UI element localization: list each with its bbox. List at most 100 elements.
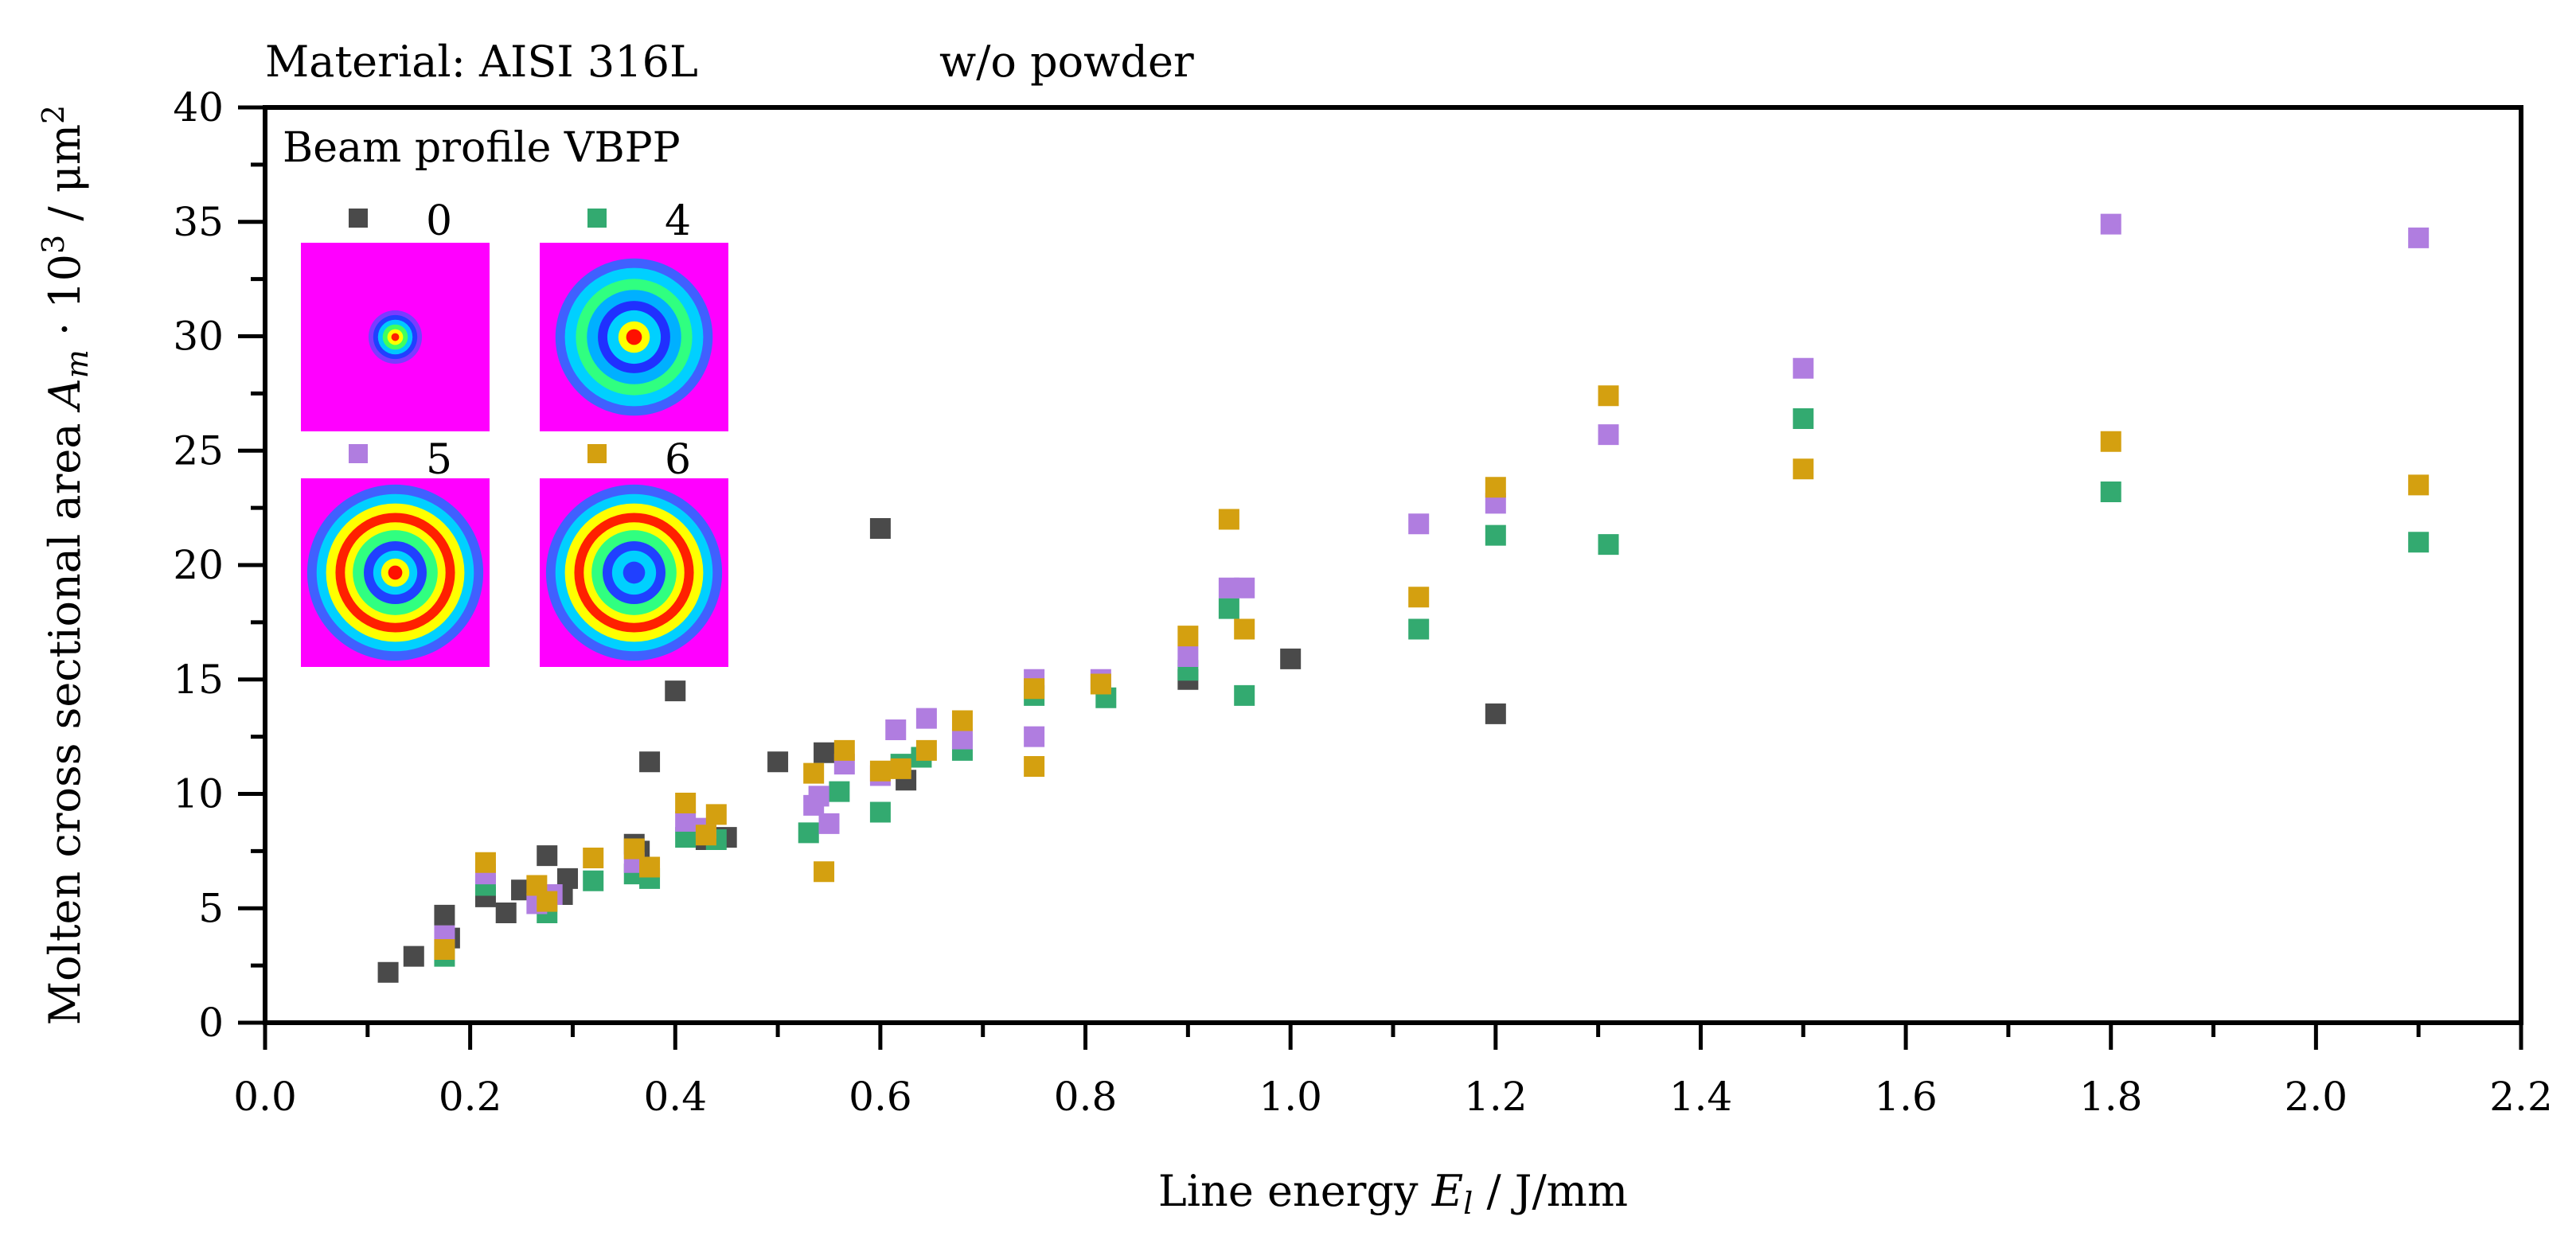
data-point [1090, 673, 1111, 695]
data-point [434, 904, 455, 926]
data-point [814, 861, 835, 883]
data-point [1485, 703, 1506, 724]
data-point [767, 751, 789, 773]
data-point [2408, 474, 2430, 496]
y-axis-title: Molten cross sectional area Am · 103 / μ… [36, 105, 95, 1025]
data-point [1024, 678, 1045, 700]
data-point [623, 838, 645, 860]
data-point [2408, 532, 2430, 553]
data-point [1177, 626, 1199, 647]
x-axis-title: Line energy El / J/mm [1158, 1166, 1628, 1221]
data-point [537, 891, 558, 912]
data-point [1234, 577, 1255, 599]
data-point [1218, 509, 1239, 530]
data-point [1485, 524, 1506, 546]
x-tick-label: 0.4 [644, 1074, 708, 1120]
data-point [495, 903, 517, 923]
data-point [869, 760, 891, 782]
legend-marker-5 [349, 444, 368, 463]
data-point [890, 758, 911, 779]
data-point [434, 939, 455, 960]
data-point [665, 680, 686, 702]
data-point [1408, 587, 1430, 608]
y-tick-label: 0 [198, 1000, 224, 1046]
y-tick-label: 30 [173, 314, 224, 360]
beam-profile-6 [540, 478, 728, 667]
data-point [1280, 648, 1302, 669]
data-point [377, 961, 399, 983]
data-point [675, 811, 697, 832]
x-tick-labels: 0.0 0.2 0.4 0.6 0.8 1.0 1.2 1.4 1.6 1.8 2.0 2.2 [233, 1074, 2553, 1120]
y-tick-label: 35 [173, 199, 224, 245]
data-point [1408, 513, 1430, 535]
data-point [808, 786, 829, 807]
data-point [1177, 646, 1199, 667]
x-tick-label: 1.0 [1259, 1074, 1322, 1120]
data-point [1024, 756, 1045, 777]
data-point [814, 742, 835, 763]
data-point [1218, 598, 1239, 619]
data-point [951, 710, 973, 731]
legend: Beam profile VBPP 0 4 5 6 [283, 124, 728, 667]
legend-label-0: 0 [426, 197, 452, 245]
plot-frame [263, 105, 2523, 1025]
series-4 [434, 408, 2430, 967]
beam-profile-5 [301, 478, 490, 667]
data-point [1024, 726, 1045, 747]
data-point [639, 856, 661, 878]
y-tick-label: 40 [173, 84, 224, 131]
y-tick-label: 15 [173, 657, 224, 703]
data-point [675, 793, 697, 813]
header-powder: w/o powder [939, 37, 1194, 87]
data-point [1598, 385, 1619, 407]
data-point [583, 870, 604, 891]
data-point [885, 719, 907, 740]
data-point [798, 822, 819, 844]
legend-label-4: 4 [665, 197, 691, 245]
data-point [537, 845, 558, 867]
beam-profile-0 [301, 243, 490, 431]
data-point [818, 813, 840, 834]
data-point [1793, 408, 1814, 429]
beam-profile-4 [540, 243, 728, 431]
legend-label-6: 6 [665, 436, 691, 484]
data-point [2100, 213, 2121, 235]
data-point [1793, 458, 1814, 480]
legend-marker-0 [349, 209, 368, 228]
data-point [915, 708, 937, 729]
legend-label-5: 5 [426, 436, 452, 484]
data-point [2100, 431, 2121, 452]
data-point [2408, 227, 2430, 248]
data-point [583, 848, 604, 868]
data-point [1598, 534, 1619, 556]
data-points [377, 213, 2430, 983]
data-point [803, 762, 825, 784]
data-point [1234, 618, 1255, 640]
beam-profile-images [301, 243, 728, 667]
x-tick-label: 0.6 [849, 1074, 912, 1120]
data-point [639, 751, 661, 773]
legend-marker-4 [587, 209, 607, 228]
x-tick-label: 2.2 [2489, 1074, 2553, 1120]
legend-marker-6 [587, 444, 607, 463]
data-point [474, 852, 496, 873]
y-tick-label: 20 [173, 542, 224, 588]
data-point [1408, 618, 1430, 640]
y-tick-labels: 0 5 10 15 20 25 30 35 40 [173, 84, 224, 1046]
data-point [2100, 482, 2121, 502]
data-point [1234, 684, 1255, 706]
data-point [829, 781, 850, 802]
data-point [869, 801, 891, 823]
y-tick-label: 10 [173, 771, 224, 817]
data-point [869, 518, 891, 539]
data-point [915, 739, 937, 761]
x-tick-label: 1.4 [1669, 1074, 1733, 1120]
data-point [705, 804, 727, 825]
x-tick-label: 1.6 [1874, 1074, 1938, 1120]
y-tick-label: 25 [173, 427, 224, 474]
x-tick-label: 0.2 [439, 1074, 502, 1120]
legend-title: Beam profile VBPP [283, 124, 681, 172]
data-point [833, 739, 855, 761]
y-tick-label: 5 [198, 885, 224, 931]
